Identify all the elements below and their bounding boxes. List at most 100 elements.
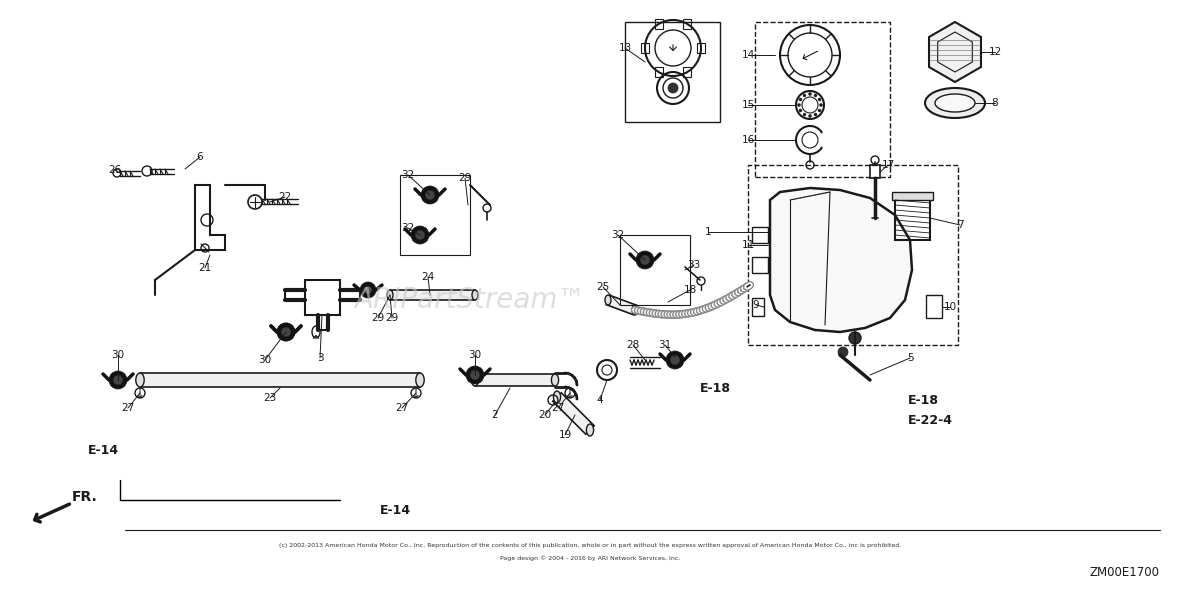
Ellipse shape	[935, 94, 975, 112]
Text: 30: 30	[258, 355, 271, 365]
Text: ZM00E1700: ZM00E1700	[1090, 565, 1160, 579]
Text: 32: 32	[401, 170, 414, 180]
Bar	[697, 43, 704, 53]
Text: 15: 15	[741, 100, 755, 110]
Text: 10: 10	[944, 302, 957, 312]
Bar	[755, 22, 890, 177]
Text: 32: 32	[611, 230, 624, 240]
Text: 26: 26	[109, 165, 122, 175]
Circle shape	[281, 327, 291, 337]
Ellipse shape	[471, 374, 479, 386]
Circle shape	[415, 230, 425, 240]
Circle shape	[814, 113, 817, 116]
Text: 6: 6	[197, 152, 203, 162]
Text: 14: 14	[741, 50, 755, 60]
Bar	[620, 235, 690, 305]
Text: 1: 1	[704, 227, 712, 237]
Text: 27: 27	[122, 403, 135, 413]
Bar	[625, 22, 720, 122]
Circle shape	[814, 94, 817, 97]
Text: 22: 22	[278, 192, 291, 202]
Ellipse shape	[925, 88, 985, 118]
Text: 30: 30	[468, 350, 481, 360]
Text: 18: 18	[683, 285, 696, 295]
Circle shape	[360, 282, 376, 298]
Text: 20: 20	[538, 410, 551, 420]
Ellipse shape	[553, 391, 560, 403]
Bar	[655, 67, 663, 77]
Text: 28: 28	[627, 340, 640, 350]
Polygon shape	[892, 192, 933, 200]
Circle shape	[819, 103, 822, 107]
Text: 23: 23	[263, 393, 276, 403]
Circle shape	[804, 113, 806, 116]
Circle shape	[363, 286, 372, 294]
Circle shape	[818, 109, 821, 112]
Text: FR.: FR.	[72, 490, 98, 504]
Text: 12: 12	[989, 47, 1002, 57]
Text: E-14: E-14	[380, 503, 411, 516]
Text: Page design © 2004 - 2016 by ARI Network Services, Inc.: Page design © 2004 - 2016 by ARI Network…	[500, 555, 680, 561]
Bar	[683, 19, 691, 29]
Circle shape	[848, 332, 861, 344]
Text: 30: 30	[111, 350, 125, 360]
Circle shape	[640, 255, 650, 265]
Circle shape	[277, 323, 295, 341]
Circle shape	[466, 366, 484, 384]
Text: 11: 11	[741, 240, 755, 250]
Polygon shape	[771, 188, 912, 332]
Ellipse shape	[551, 374, 558, 386]
Polygon shape	[929, 22, 981, 82]
Text: 16: 16	[741, 135, 755, 145]
Circle shape	[668, 83, 678, 93]
Polygon shape	[391, 290, 476, 300]
Circle shape	[808, 93, 812, 96]
Text: 27: 27	[551, 403, 564, 413]
Circle shape	[799, 98, 802, 101]
Ellipse shape	[415, 373, 424, 387]
Circle shape	[799, 109, 802, 112]
Circle shape	[798, 103, 800, 107]
Text: 31: 31	[658, 340, 671, 350]
Ellipse shape	[586, 424, 594, 436]
Text: 19: 19	[558, 430, 571, 440]
Text: 32: 32	[401, 223, 414, 233]
Bar	[683, 67, 691, 77]
Text: E-18: E-18	[907, 394, 939, 407]
Text: 27: 27	[395, 403, 408, 413]
Text: 25: 25	[596, 282, 610, 292]
Circle shape	[281, 327, 291, 337]
Text: 3: 3	[316, 353, 323, 363]
Text: 4: 4	[597, 395, 603, 405]
Circle shape	[411, 226, 430, 244]
Circle shape	[277, 323, 295, 341]
Text: E-14: E-14	[88, 444, 119, 457]
Bar	[641, 43, 649, 53]
Ellipse shape	[605, 295, 611, 305]
Circle shape	[808, 114, 812, 117]
Circle shape	[804, 94, 806, 97]
Bar	[400, 175, 470, 255]
Text: 9: 9	[753, 300, 759, 310]
Ellipse shape	[472, 290, 478, 300]
Polygon shape	[140, 373, 420, 387]
Circle shape	[113, 375, 123, 385]
Text: 13: 13	[618, 43, 631, 53]
Circle shape	[421, 186, 439, 204]
Text: 33: 33	[688, 260, 701, 270]
Ellipse shape	[632, 305, 638, 315]
Text: E-22-4: E-22-4	[907, 414, 953, 427]
Bar	[655, 19, 663, 29]
Text: 29: 29	[458, 173, 472, 183]
Circle shape	[425, 190, 435, 200]
Text: ARIPartStream™: ARIPartStream™	[354, 286, 585, 314]
Text: 17: 17	[881, 160, 894, 170]
Text: 29: 29	[372, 313, 385, 323]
Text: E-18: E-18	[700, 382, 730, 395]
Polygon shape	[552, 393, 595, 434]
Circle shape	[818, 98, 821, 101]
Circle shape	[666, 351, 684, 369]
Polygon shape	[476, 374, 555, 386]
Text: 8: 8	[991, 98, 998, 108]
Circle shape	[838, 347, 848, 357]
